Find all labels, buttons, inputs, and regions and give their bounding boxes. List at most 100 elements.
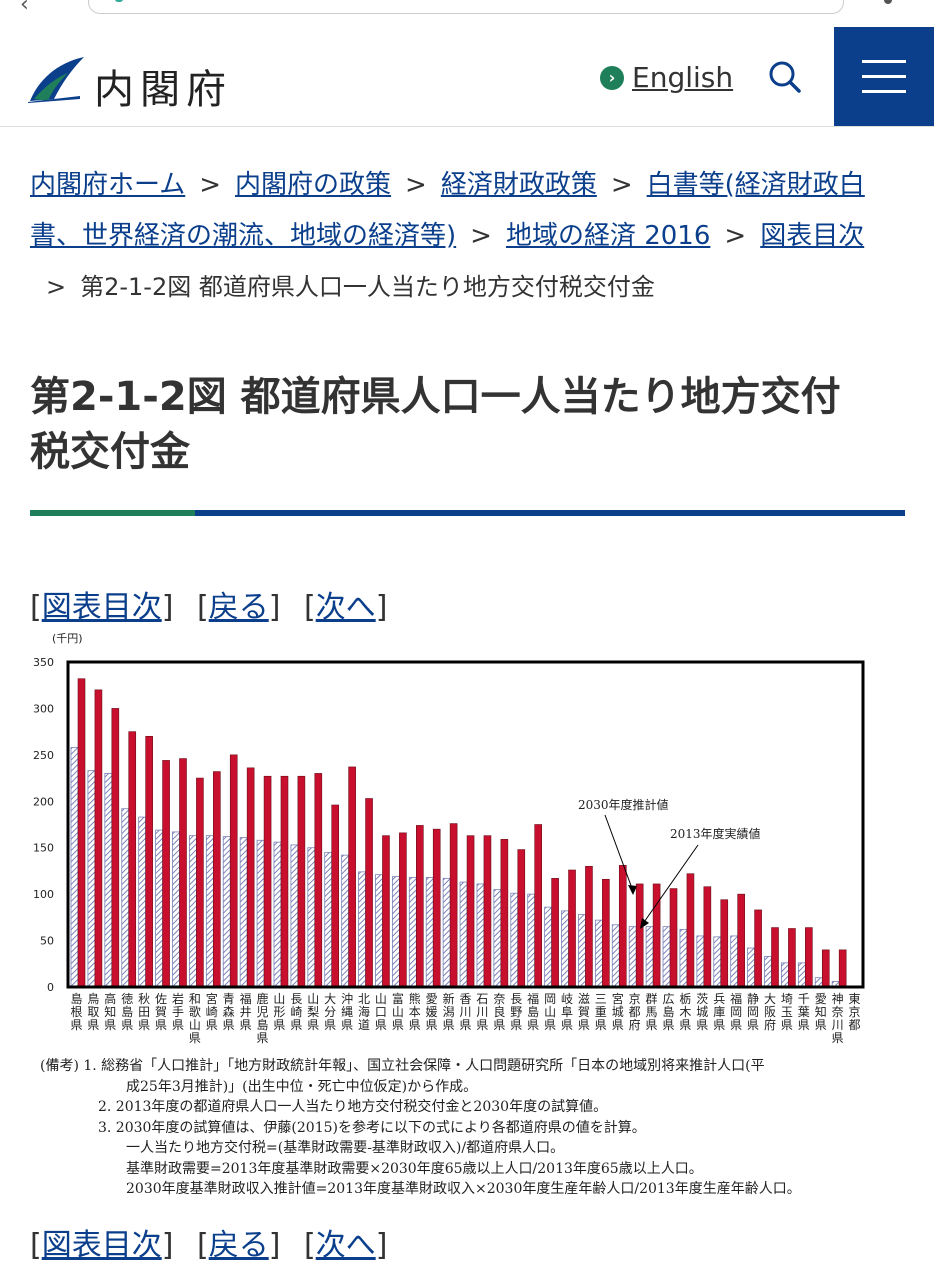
bar-2030 — [483, 835, 492, 988]
x-tick-label-char: 媛 — [426, 1005, 438, 1019]
search-button[interactable] — [768, 60, 802, 98]
x-tick-label-char: 県 — [476, 1018, 488, 1032]
x-tick-label-char: 長 — [290, 992, 302, 1006]
x-tick-label-char: 奈 — [493, 992, 505, 1006]
bar-2013 — [662, 926, 671, 988]
toc-link[interactable]: 図表目次 — [41, 590, 162, 625]
bar-2030 — [568, 869, 576, 988]
chevron-right-icon: › — [600, 65, 624, 90]
back-arrow-icon[interactable]: ‹ — [20, 0, 29, 17]
bar-2030 — [754, 909, 762, 988]
breadcrumb-separator: > — [46, 273, 67, 301]
x-tick-label-char: 沖 — [341, 992, 353, 1006]
bar-2030 — [365, 798, 373, 988]
toc-link[interactable]: 図表目次 — [41, 1228, 162, 1263]
annotation-2013: 2013年度実績値 — [670, 826, 761, 841]
cabinet-office-logo[interactable] — [28, 55, 88, 107]
bar-2013 — [205, 835, 214, 988]
breadcrumb-toc[interactable]: 図表目次 — [760, 221, 865, 251]
x-tick-label-char: 滋 — [578, 992, 590, 1006]
english-link[interactable]: › English — [600, 61, 733, 94]
bracket: ] — [268, 1228, 281, 1263]
bar-2013 — [290, 844, 299, 988]
annotation-2030: 2030年度推計値 — [578, 797, 669, 812]
x-tick-label-char: 葉 — [798, 1005, 810, 1019]
x-tick-label-char: 重 — [595, 1005, 607, 1019]
x-tick-label-char: 北 — [358, 992, 370, 1006]
chart-notes: (備考) 1. 総務省「人口推計」「地方財政統計年報」、国立社会保障・人口問題研… — [40, 1056, 910, 1200]
x-tick-label-char: 知 — [104, 1005, 116, 1019]
bar-2030 — [466, 835, 475, 988]
english-label[interactable]: English — [632, 61, 734, 94]
back-link[interactable]: 戻る — [208, 590, 269, 625]
x-tick-label-char: 庫 — [713, 1005, 725, 1019]
x-tick-label-char: 県 — [189, 1031, 201, 1045]
x-tick-label-char: 島 — [257, 1017, 269, 1032]
bar-2013 — [425, 877, 434, 988]
bar-2013 — [375, 874, 383, 988]
bar-2013 — [578, 914, 586, 988]
url-field[interactable] — [88, 0, 844, 14]
x-tick-label-char: 茨 — [696, 992, 708, 1006]
bar-2013 — [155, 829, 163, 988]
next-link[interactable]: 次へ — [315, 1228, 376, 1263]
bracket: [ — [30, 1228, 42, 1263]
y-tick-label: 300 — [33, 702, 54, 715]
breadcrumb-regional-2016[interactable]: 地域の経済 2016 — [505, 221, 711, 251]
x-tick-label-char: 県 — [832, 1031, 844, 1045]
browser-menu-icon[interactable] — [884, 0, 892, 4]
breadcrumb-policy[interactable]: 内閣府の政策 — [235, 170, 392, 200]
title-divider-accent — [30, 510, 195, 516]
x-tick-label-char: 岐 — [561, 992, 573, 1006]
x-tick-label-char: 県 — [544, 1018, 556, 1032]
x-tick-label-char: 高 — [104, 991, 116, 1006]
x-tick-label-char: 川 — [476, 1005, 488, 1019]
bar-2030 — [382, 835, 390, 988]
breadcrumb-whitepapers-cont[interactable]: 書、世界経済の潮流、地域の経済等) — [30, 221, 457, 251]
x-tick-label-char: 府 — [629, 1017, 641, 1032]
page-title: 第2-1-2図 都道府県人口一人当たり地方交付 税交付金 — [30, 370, 910, 480]
x-tick-label-char: 分 — [324, 1005, 336, 1019]
back-link[interactable]: 戻る — [208, 1228, 269, 1263]
x-tick-label-char: 徳 — [121, 991, 133, 1006]
bracket: [ — [196, 1228, 209, 1263]
breadcrumb-economy[interactable]: 経済財政政策 — [440, 170, 597, 200]
x-tick-label-char: 群 — [646, 992, 658, 1006]
x-tick-label-char: 広 — [662, 992, 674, 1006]
y-tick-label: 50 — [40, 935, 54, 948]
bar-2030 — [229, 754, 238, 988]
breadcrumb-separator: > — [199, 170, 222, 200]
bar-2030 — [585, 865, 593, 988]
bar-2013 — [781, 962, 789, 988]
annotation-arrowhead — [628, 885, 637, 895]
x-tick-label-char: 梨 — [307, 1005, 319, 1019]
x-tick-label-char: 県 — [443, 1018, 455, 1032]
breadcrumb-separator: > — [405, 170, 427, 200]
x-tick-label-char: 島 — [121, 1004, 133, 1019]
hamburger-menu-button[interactable] — [834, 27, 934, 126]
page-title-line1: 第2-1-2図 都道府県人口一人当たり地方交付 — [30, 374, 841, 420]
x-tick-label-char: 岩 — [172, 991, 184, 1006]
x-tick-label-char: 県 — [781, 1018, 793, 1032]
breadcrumb-whitepapers[interactable]: 白書等(経済財政白 — [646, 170, 865, 200]
x-tick-label-char: 島 — [662, 1004, 674, 1019]
x-tick-label-char: 県 — [578, 1018, 590, 1032]
x-tick-label-char: 石 — [476, 992, 488, 1006]
breadcrumb-home[interactable]: 内閣府ホーム — [30, 170, 186, 200]
bar-2013 — [358, 871, 366, 988]
bar-2013 — [222, 836, 231, 988]
bracket: [ — [303, 1228, 316, 1263]
site-name[interactable]: 内閣府 — [94, 67, 232, 113]
x-tick-label-char: 愛 — [815, 992, 827, 1006]
y-tick-label: 250 — [33, 749, 54, 762]
note-line: 基準財政需要=2013年度基準財政需要×2030年度65歳以上人口/2013年度… — [126, 1160, 703, 1177]
x-tick-label-char: 県 — [155, 1018, 167, 1032]
bracket: [ — [196, 590, 209, 625]
next-link[interactable]: 次へ — [315, 590, 376, 625]
secure-lock-icon — [115, 0, 123, 2]
bar-2030 — [686, 873, 695, 988]
bar-2030 — [618, 865, 627, 988]
bar-2030 — [179, 758, 187, 988]
menu-line — [862, 75, 906, 78]
bar-2030 — [415, 825, 424, 988]
